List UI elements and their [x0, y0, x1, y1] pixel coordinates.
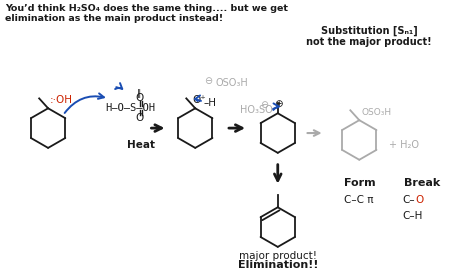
- Text: C–: C–: [402, 196, 415, 205]
- Text: Elimination!!: Elimination!!: [237, 260, 318, 270]
- Text: Substitution [Sₙ₁]: Substitution [Sₙ₁]: [321, 26, 418, 36]
- Text: Heat: Heat: [127, 140, 155, 150]
- Text: O⁺: O⁺: [192, 95, 206, 105]
- Text: Break: Break: [404, 178, 440, 188]
- Text: ‖: ‖: [137, 89, 142, 98]
- Text: + H₂O: + H₂O: [389, 140, 419, 150]
- Text: not the major product!: not the major product!: [306, 37, 432, 47]
- Text: OSO₃H: OSO₃H: [361, 108, 392, 117]
- Text: ⊕: ⊕: [274, 99, 283, 109]
- Text: Form: Form: [345, 178, 376, 188]
- Text: ⊖: ⊖: [260, 100, 268, 110]
- Text: H–O–S–OH: H–O–S–OH: [106, 103, 155, 113]
- Text: :·OH: :·OH: [50, 95, 73, 105]
- Text: C–H: C–H: [402, 211, 422, 221]
- Text: ⊖: ⊖: [204, 76, 212, 86]
- Text: C–C π: C–C π: [345, 196, 374, 205]
- Text: O: O: [136, 113, 144, 123]
- Text: major product!: major product!: [239, 251, 317, 261]
- Text: elimination as the main product instead!: elimination as the main product instead!: [5, 14, 223, 23]
- Text: –H: –H: [203, 98, 216, 108]
- Text: O: O: [136, 94, 144, 103]
- Text: OSO₃H: OSO₃H: [215, 78, 248, 87]
- Text: HO₃SO: HO₃SO: [240, 105, 273, 115]
- Text: You’d think H₂SO₄ does the same thing.... but we get: You’d think H₂SO₄ does the same thing...…: [5, 4, 288, 13]
- Text: O: O: [415, 196, 423, 205]
